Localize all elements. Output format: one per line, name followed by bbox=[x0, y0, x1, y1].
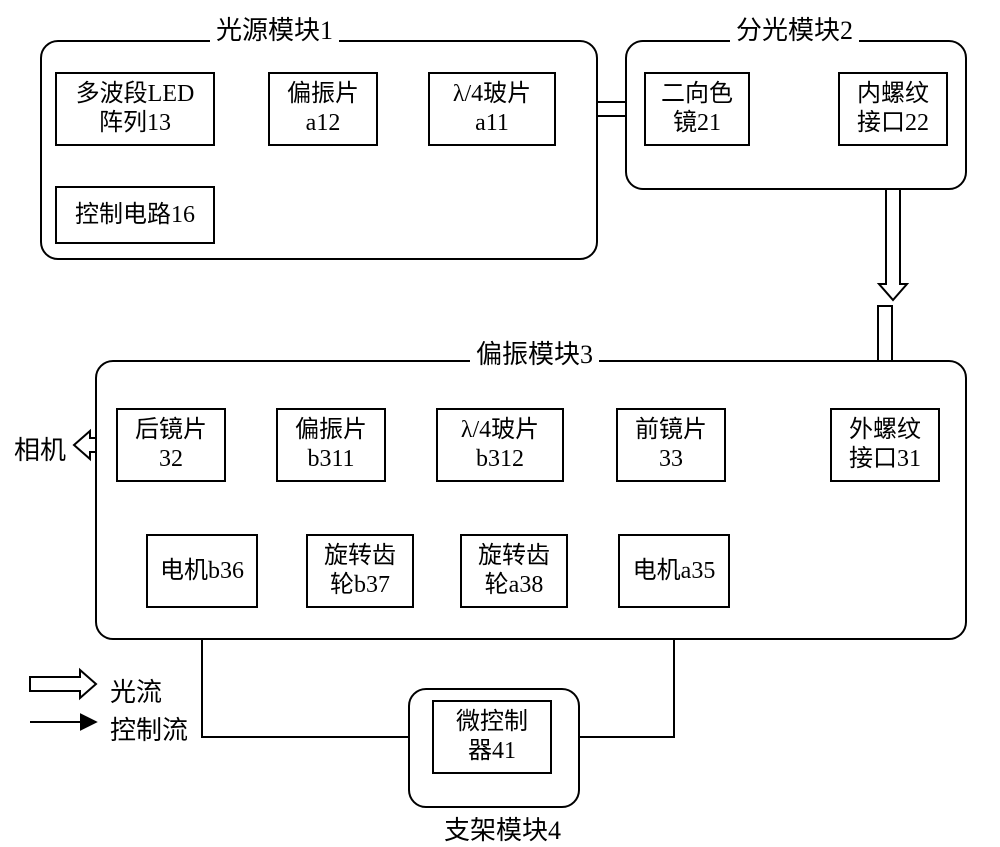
node-mcu41: 微控制 器41 bbox=[432, 700, 552, 774]
module-title-m2: 分光模块2 bbox=[730, 10, 859, 47]
module-title-m1: 光源模块1 bbox=[210, 10, 339, 47]
node-qwp_a11: λ/4玻片 a11 bbox=[428, 72, 556, 146]
label-camera: 相机 bbox=[14, 430, 66, 467]
label-ctrl_flow: 控制流 bbox=[110, 710, 188, 747]
node-gear_a38: 旋转齿 轮a38 bbox=[460, 534, 568, 608]
diagram-canvas: 光源模块1 分光模块2 偏振模块3 支架模块4 多波段LED 阵列13 偏振片 a12 λ/… bbox=[0, 0, 1000, 846]
node-ext_thr: 外螺纹 接口31 bbox=[830, 408, 940, 482]
node-mot_a35: 电机a35 bbox=[618, 534, 730, 608]
node-led: 多波段LED 阵列13 bbox=[55, 72, 215, 146]
node-ctrl16: 控制电路16 bbox=[55, 186, 215, 244]
module-title-m4: 支架模块4 bbox=[438, 810, 567, 847]
node-pol_a12: 偏振片 a12 bbox=[268, 72, 378, 146]
node-front33: 前镜片 33 bbox=[616, 408, 726, 482]
node-int_thr: 内螺纹 接口22 bbox=[838, 72, 948, 146]
label-light_flow: 光流 bbox=[110, 672, 162, 709]
node-mot_b36: 电机b36 bbox=[146, 534, 258, 608]
node-pol_b311: 偏振片 b311 bbox=[276, 408, 386, 482]
node-qwp_b312: λ/4玻片 b312 bbox=[436, 408, 564, 482]
node-gear_b37: 旋转齿 轮b37 bbox=[306, 534, 414, 608]
node-rear32: 后镜片 32 bbox=[116, 408, 226, 482]
node-dichro: 二向色 镜21 bbox=[644, 72, 750, 146]
module-title-m3: 偏振模块3 bbox=[470, 334, 599, 371]
